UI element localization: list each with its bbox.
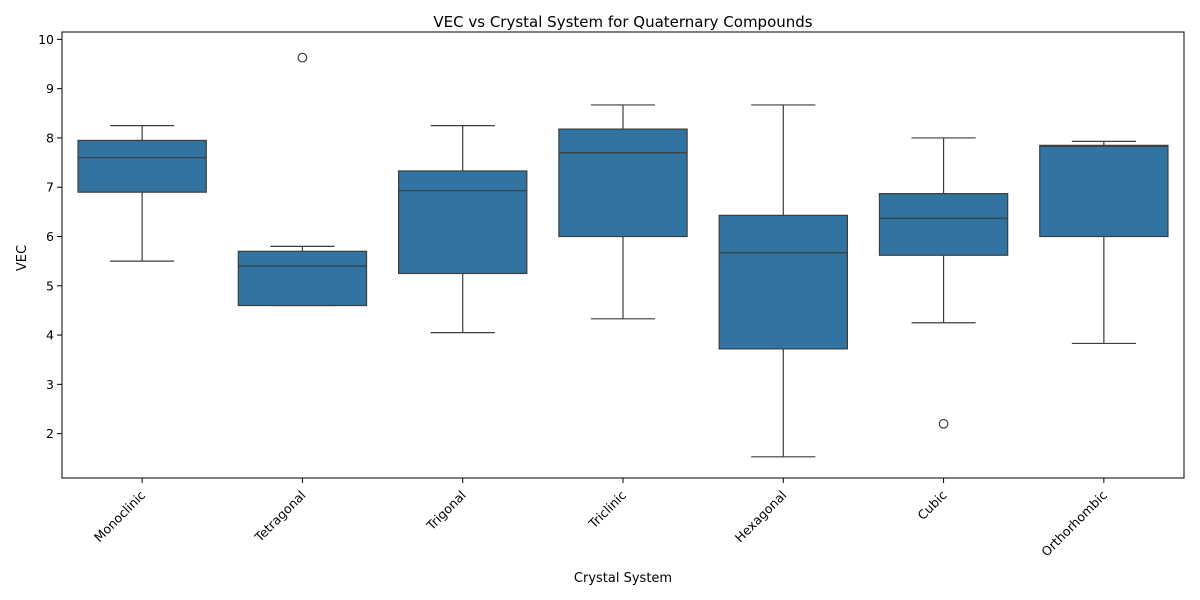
iqr-box (237, 250, 368, 307)
box-group-triclinic (558, 104, 688, 320)
x-tick-label: Monoclinic (91, 487, 148, 544)
y-axis-title: VEC (15, 245, 30, 271)
y-tick-label: 2 (46, 426, 54, 441)
plot-frame (61, 31, 1185, 479)
x-tick-label: Cubic (914, 487, 949, 522)
x-axis: Monoclinic Tetragonal Trigonal Triclinic Hex… (91, 478, 1110, 559)
box-group-orthorhombic (1039, 140, 1169, 345)
iqr-box (718, 214, 849, 350)
x-tick-label: Trigonal (423, 488, 469, 534)
iqr-box (1039, 144, 1169, 238)
x-tick-label: Hexagonal (732, 488, 790, 546)
y-tick-label: 5 (46, 278, 54, 293)
plot-area (77, 52, 1169, 458)
y-tick-label: 3 (46, 377, 54, 392)
box-group-tetragonal (237, 52, 368, 307)
x-tick-label: Triclinic (585, 487, 629, 531)
box-group-hexagonal (718, 104, 849, 458)
iqr-box (558, 128, 688, 238)
outlier-point (938, 418, 949, 429)
x-axis-title: Crystal System (574, 571, 672, 586)
y-tick-label: 9 (46, 81, 54, 96)
y-tick-label: 4 (46, 328, 54, 343)
iqr-box (878, 193, 1009, 256)
chart-title: VEC vs Crystal System for Quaternary Com… (433, 13, 812, 31)
x-tick-label: Orthorhombic (1038, 487, 1110, 559)
y-axis: 2 3 4 5 6 7 8 9 10 (38, 32, 62, 441)
y-tick-label: 8 (46, 130, 54, 145)
box-group-monoclinic (77, 125, 207, 262)
y-tick-label: 10 (38, 32, 54, 47)
box-group-cubic (878, 137, 1009, 429)
iqr-box (398, 170, 528, 275)
iqr-box (77, 139, 207, 193)
y-tick-label: 7 (46, 180, 54, 195)
box-group-trigonal (398, 125, 528, 334)
x-tick-label: Tetragonal (251, 488, 309, 546)
outlier-point (297, 52, 308, 63)
y-tick-label: 6 (46, 229, 54, 244)
